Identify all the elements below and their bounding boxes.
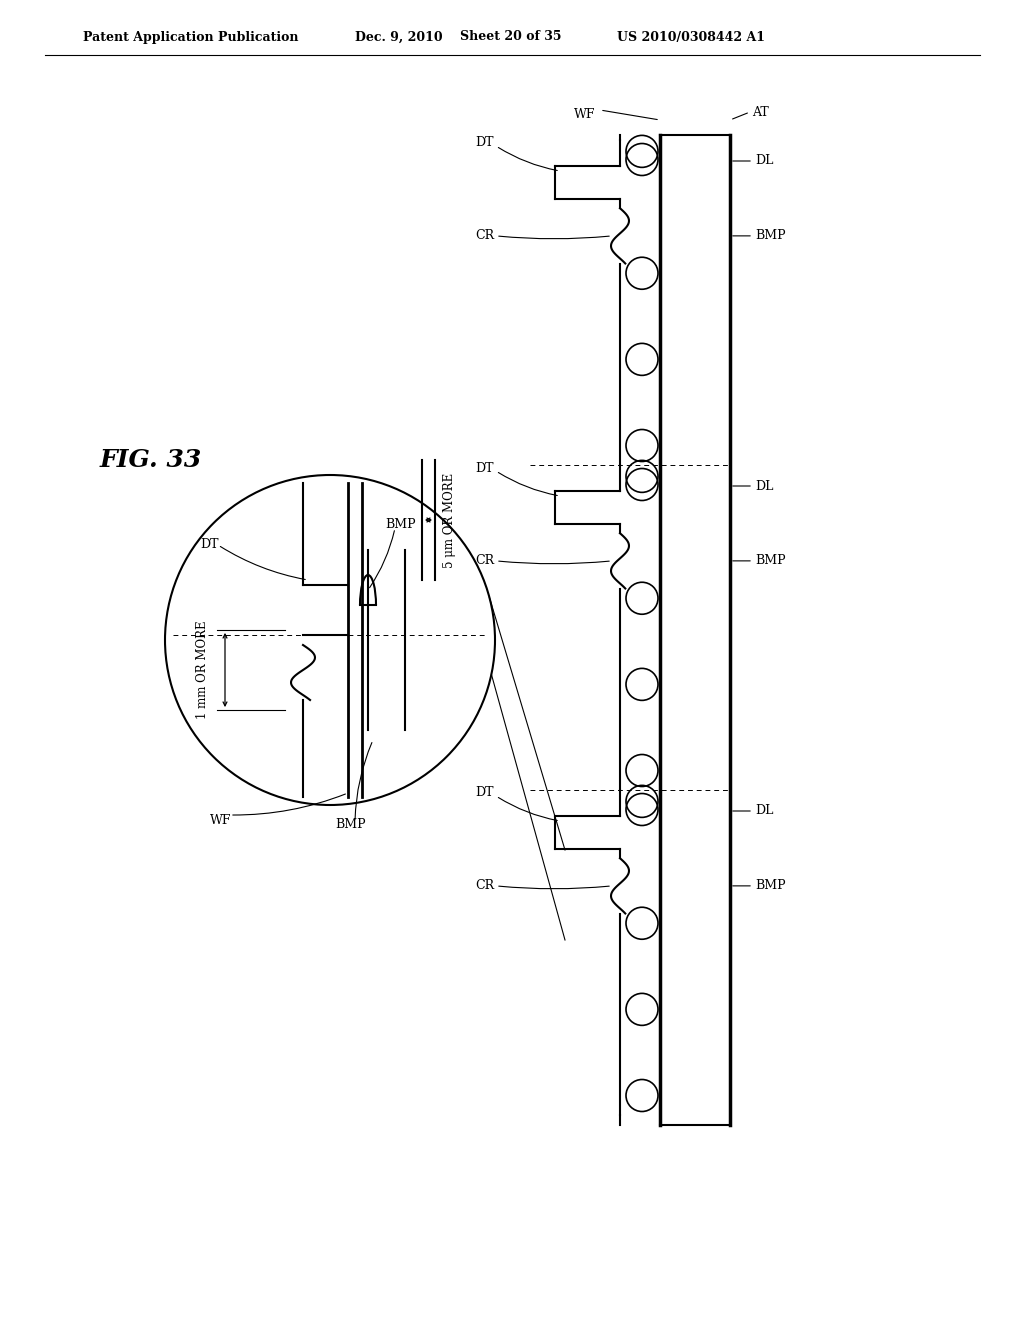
- Text: DT: DT: [475, 787, 494, 800]
- Text: BMP: BMP: [755, 230, 785, 243]
- Text: WF: WF: [573, 108, 595, 121]
- Text: DL: DL: [755, 479, 773, 492]
- Text: DL: DL: [755, 804, 773, 817]
- Text: CR: CR: [475, 230, 494, 243]
- Text: BMP: BMP: [755, 879, 785, 892]
- Text: US 2010/0308442 A1: US 2010/0308442 A1: [617, 30, 765, 44]
- Text: DT: DT: [475, 462, 494, 474]
- Text: WF: WF: [210, 813, 231, 826]
- Text: BMP: BMP: [755, 554, 785, 568]
- Text: Sheet 20 of 35: Sheet 20 of 35: [460, 30, 561, 44]
- Text: FIG. 33: FIG. 33: [100, 447, 203, 473]
- Text: BMP: BMP: [335, 818, 366, 832]
- Text: DT: DT: [200, 539, 218, 552]
- Text: Patent Application Publication: Patent Application Publication: [83, 30, 299, 44]
- Text: 1 mm OR MORE: 1 mm OR MORE: [197, 620, 210, 719]
- Text: CR: CR: [475, 554, 494, 568]
- Text: BMP: BMP: [385, 519, 416, 532]
- Text: DL: DL: [755, 154, 773, 168]
- Text: Dec. 9, 2010: Dec. 9, 2010: [355, 30, 442, 44]
- Text: AT: AT: [752, 106, 769, 119]
- Text: CR: CR: [475, 879, 494, 892]
- Text: DT: DT: [475, 136, 494, 149]
- Text: 5 μm OR MORE: 5 μm OR MORE: [442, 473, 456, 568]
